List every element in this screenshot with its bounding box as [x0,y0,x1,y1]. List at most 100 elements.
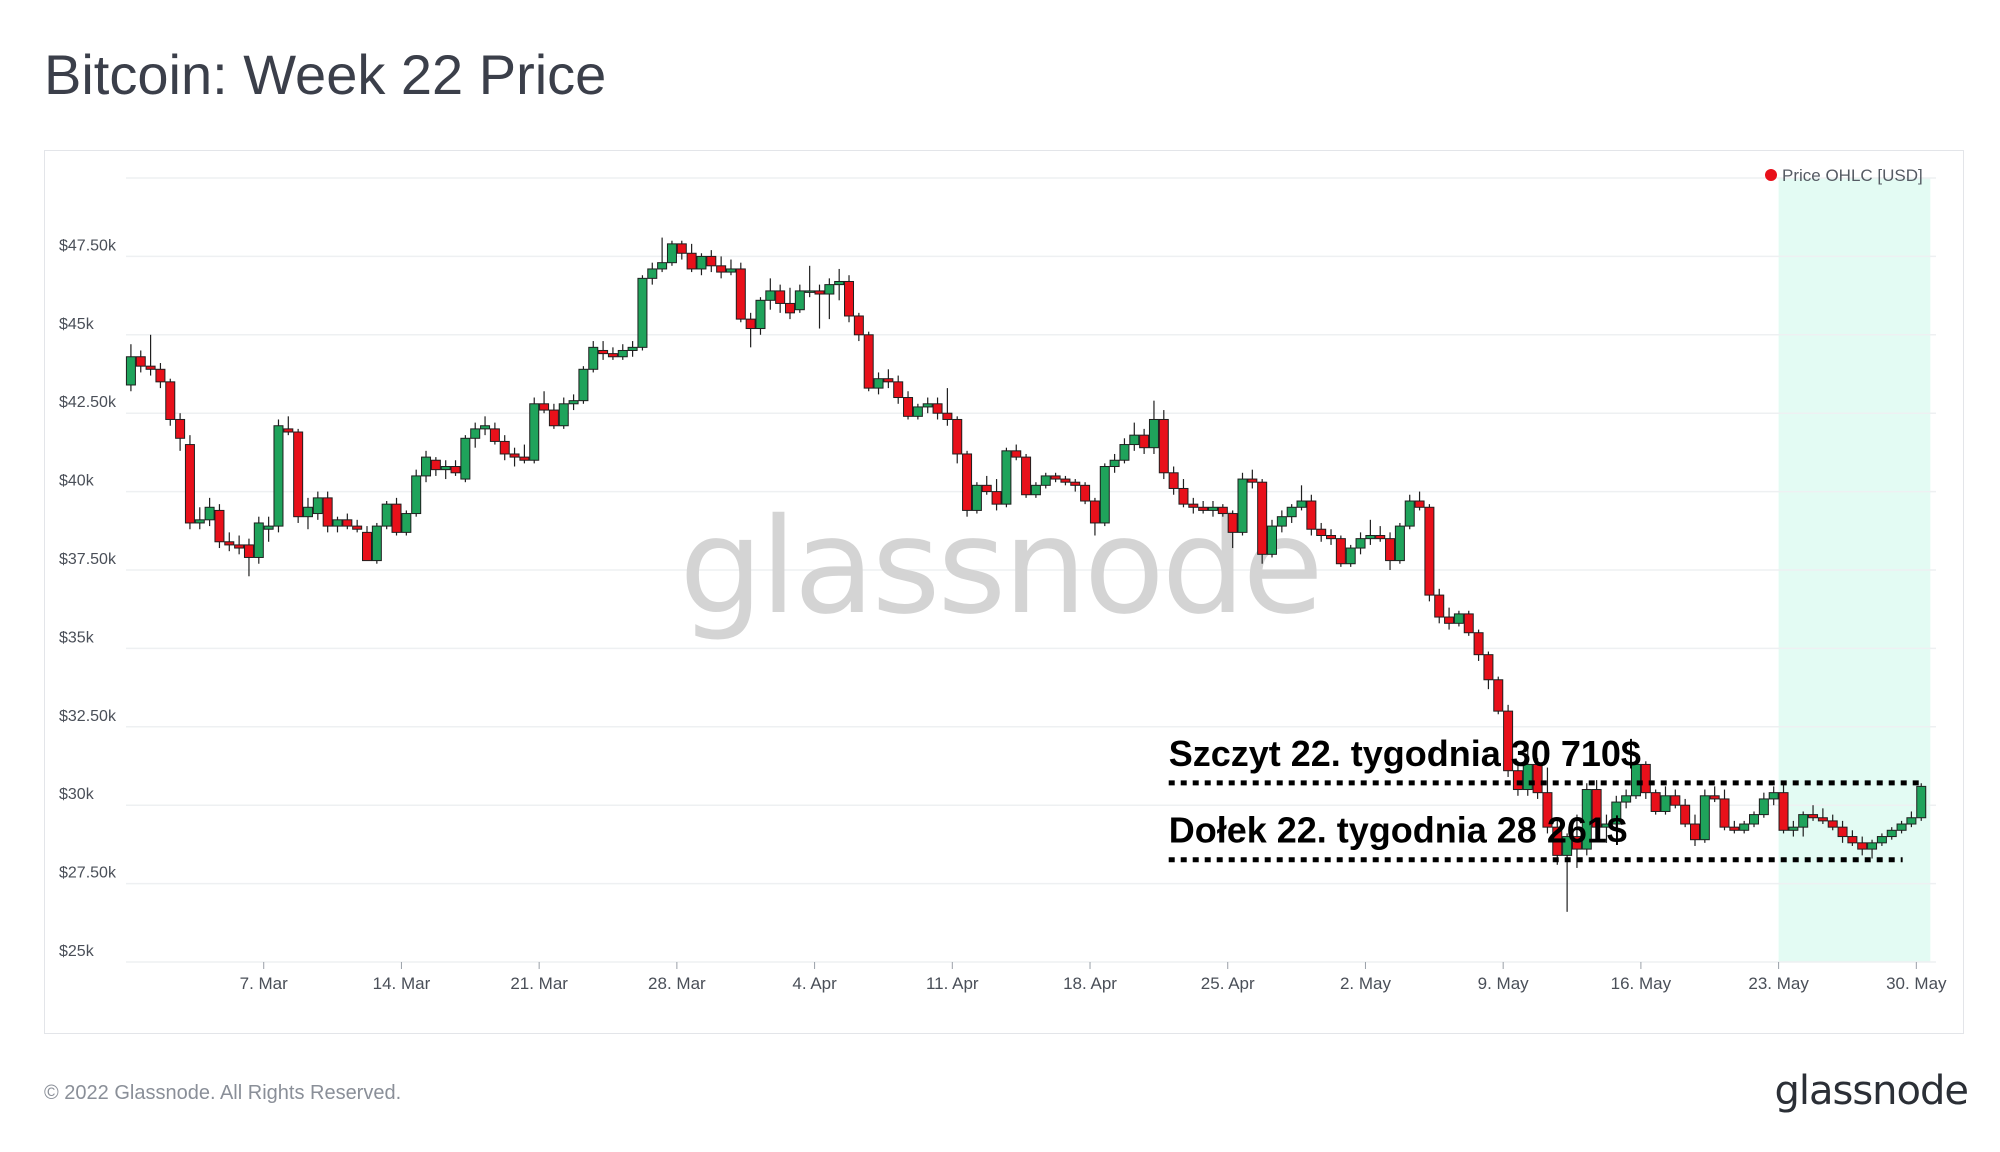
candle-down [735,262,746,323]
candle-body [568,400,579,405]
candle-body [598,349,609,355]
candle-body [175,418,186,439]
candle-body [1286,506,1297,518]
candle-down [1050,472,1061,483]
candle-down [1709,786,1720,803]
candle-down [234,535,245,555]
watermark: glassnode [679,490,1320,644]
x-axis-ticks: 7. Mar 14. Mar 21. Mar 28. Mar 4. Apr 11. Apr… [240,962,1947,993]
x-tick-label: 30. May [1886,974,1947,993]
candle-down [1808,805,1819,821]
candle-down [1178,479,1189,508]
candle-up [529,397,540,464]
annotation-label: Dołek 22. tygodnia 28 261$ [1169,810,1627,851]
candle-down [1335,535,1346,567]
candle-down [598,341,609,360]
candle-down [1837,820,1848,843]
candle-body [1355,538,1366,549]
candle-body [1326,535,1337,540]
y-tick-label: $27.50k [59,865,117,882]
candle-up [1630,761,1641,799]
candle-body [666,243,677,264]
candle-down [686,243,697,273]
candle-body [1660,795,1671,812]
candle-up [1916,783,1927,821]
candle-down [1493,676,1504,715]
candle-up [971,482,982,514]
candle-down [1591,780,1602,834]
candle-body [1493,679,1504,712]
candle-up [1286,504,1297,523]
candle-body [1719,798,1730,828]
candle-body [1335,538,1346,565]
candle-up [568,394,579,411]
candle-body [1689,823,1700,841]
candle-body [1089,500,1100,524]
candle-body [588,346,599,370]
candle-body [1375,535,1386,540]
candle-body [912,406,923,417]
x-tick-label: 25. Apr [1201,974,1255,993]
x-tick-label: 2. May [1340,974,1392,993]
candle-up [253,516,264,564]
candle-up [1001,447,1012,508]
candle-down [1444,607,1455,630]
candle-down [519,444,530,464]
candle-up [558,397,569,429]
candle-body [1621,795,1632,803]
candle-down [1198,501,1209,514]
candle-up [1119,438,1130,464]
candle-down [1640,761,1651,799]
candle-up [302,497,313,530]
candle-body [1778,792,1789,831]
candle-body [273,425,284,527]
candle-body [1591,789,1602,828]
candle-down [991,479,1002,511]
candle-body [1611,801,1622,825]
x-tick-label: 14. Mar [373,974,431,993]
candle-body [1670,795,1681,806]
candle-body [1463,613,1474,634]
candle-up [912,403,923,420]
candle-down [175,413,186,451]
candle-body [1758,798,1769,816]
candle-up [824,278,835,320]
candle-down [214,504,225,549]
y-axis-ticks: $25k $27.50k $30k $32.50k $35k $37.50k $40k $42… [59,237,117,960]
copyright-footer: © 2022 Glassnode. All Rights Reserved. [44,1082,402,1104]
candle-body [962,453,973,511]
candle-body [1099,466,1110,524]
candle-up [273,419,284,533]
candle-up [1394,522,1405,564]
candle-body [1040,475,1051,486]
candle-down [224,532,235,552]
candle-down [863,331,874,392]
candle-down [1424,504,1435,602]
candle-up [1040,472,1051,489]
candle-up [1896,820,1907,834]
candle-down [243,538,254,577]
candle-body [371,525,382,562]
annotation-label: Szczyt 22. tygodnia 30 710$ [1169,733,1641,774]
candle-up [1296,485,1307,511]
candle-up [657,237,668,273]
candle-down [184,435,195,530]
candle-body [1788,826,1799,831]
candle-body [775,290,786,304]
candle-body [794,290,805,311]
candle-down [1650,789,1661,815]
candle-down [1778,783,1789,834]
candle-body [696,255,707,270]
candle-body [1178,487,1189,505]
candle-body [489,428,500,442]
candle-up [1867,839,1878,859]
candle-body [1414,500,1425,508]
candle-body [1729,826,1740,831]
candle-body [647,268,658,279]
candle-up [1886,827,1897,840]
candle-down [283,416,294,436]
candle-body [706,255,717,267]
candle-up [1739,820,1750,834]
candle-down [775,284,786,313]
